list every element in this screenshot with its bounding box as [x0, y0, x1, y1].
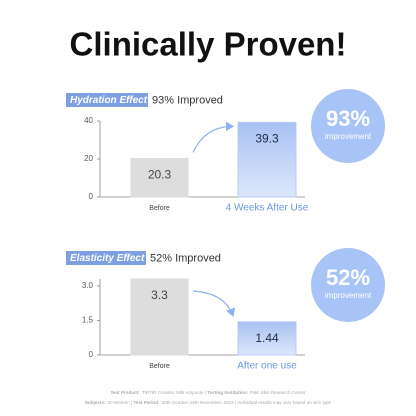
- y-tick-label: 3.0: [82, 281, 94, 290]
- data-label: 3.3: [151, 288, 168, 302]
- badge: [311, 89, 385, 163]
- footnote-label: Test Product:: [110, 390, 140, 395]
- footnote-text: Individual results may vary based on ski…: [237, 400, 331, 405]
- separator: |: [130, 400, 134, 405]
- footnote-text: 30th October-16th November, 2023: [162, 400, 234, 405]
- footnote-text: TIRTIR Ceramic Milk Ampoule: [142, 390, 204, 395]
- footnote: Test Product: TIRTIR Ceramic Milk Ampoule…: [110, 390, 306, 395]
- x-tick-label: Before: [149, 363, 170, 370]
- data-label: 39.3: [255, 132, 279, 146]
- page-title: Clinically Proven!: [70, 26, 347, 63]
- footnote-label: Test Period:: [133, 400, 160, 405]
- footnote-text: P&K Skin Research Center: [250, 390, 306, 395]
- y-tick-label: 20: [84, 154, 93, 163]
- x-tick-label: 4 Weeks After Use: [226, 203, 309, 214]
- badge-text: improvement: [325, 132, 372, 141]
- x-tick-label: Before: [149, 205, 170, 212]
- arrow: [192, 290, 236, 317]
- chart-title: Elasticity Effect: [70, 253, 145, 264]
- bar: [237, 121, 297, 198]
- badge-value: 52%: [326, 265, 370, 290]
- footnote: Subjects: 20 Women | Test Period: 30th Oct…: [85, 400, 332, 405]
- title-tag: [66, 251, 146, 265]
- badge: [311, 248, 385, 322]
- data-label: 20.3: [148, 168, 172, 182]
- chart-subtitle: 52% Improved: [150, 252, 221, 264]
- separator: |: [203, 390, 207, 395]
- separator: |: [234, 400, 238, 405]
- title-tag: [66, 93, 148, 107]
- badge-value: 93%: [326, 106, 370, 131]
- y-tick-label: 0: [89, 350, 94, 359]
- arrow: [192, 121, 235, 153]
- y-tick-label: 40: [84, 116, 93, 125]
- bar: [237, 321, 297, 356]
- footnote-label: Testing Institution:: [207, 390, 248, 395]
- footnote-label: Subjects:: [85, 400, 106, 405]
- bar: [130, 278, 189, 356]
- footnote-text: 20 Women: [108, 400, 131, 405]
- data-label: 1.44: [255, 331, 279, 345]
- badge-text: improvement: [325, 291, 372, 300]
- chart-subtitle: 93% Improved: [152, 94, 223, 106]
- y-tick-label: 1.5: [82, 316, 94, 325]
- bar: [130, 157, 189, 198]
- chart-title: Hydration Effect: [70, 95, 148, 106]
- y-tick-label: 0: [89, 192, 94, 201]
- x-tick-label: After one use: [237, 361, 297, 372]
